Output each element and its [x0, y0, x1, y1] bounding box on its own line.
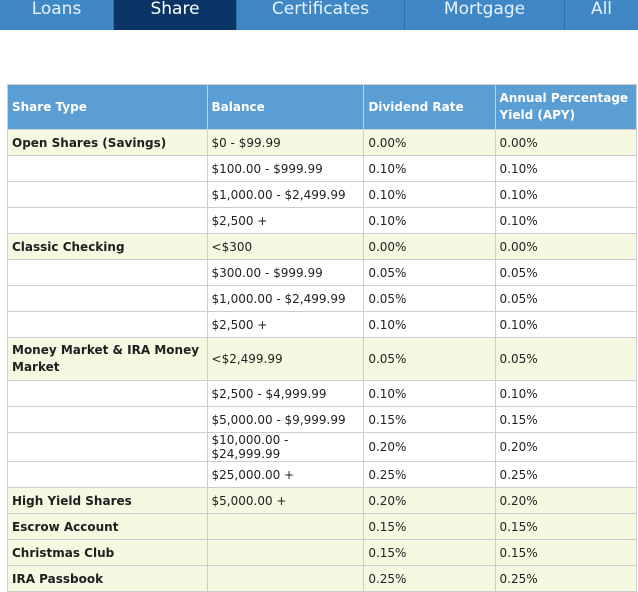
- balance-cell: $1,000.00 - $2,499.99: [206, 285, 365, 312]
- share-type-cell: Open Shares (Savings): [7, 129, 208, 156]
- share-type-cell: [7, 181, 208, 208]
- share-rates-table: Share Type Balance Dividend Rate Annual …: [7, 84, 638, 592]
- dividend-rate-cell: 0.05%: [363, 285, 496, 312]
- dividend-rate-cell: 0.15%: [363, 513, 496, 540]
- apy-cell: 0.15%: [494, 539, 638, 566]
- table-row: $2,500 + 0.10% 0.10%: [7, 311, 638, 338]
- dividend-rate-cell: 0.20%: [363, 432, 496, 462]
- share-type-cell: [7, 311, 208, 338]
- share-type-cell: [7, 207, 208, 234]
- dividend-rate-cell: 0.05%: [363, 259, 496, 286]
- rate-tab-bar: Loans Share Certificates Mortgage All: [0, 0, 638, 30]
- apy-cell: 0.20%: [494, 487, 638, 514]
- dividend-rate-cell: 0.10%: [363, 380, 496, 407]
- dividend-rate-cell: 0.10%: [363, 181, 496, 208]
- dividend-rate-cell: 0.10%: [363, 155, 496, 182]
- balance-cell: <$300: [206, 233, 365, 260]
- balance-cell: $300.00 - $999.99: [206, 259, 365, 286]
- table-row: IRA Passbook 0.25% 0.25%: [7, 565, 638, 592]
- apy-cell: 0.00%: [494, 129, 638, 156]
- share-type-cell: Escrow Account: [7, 513, 208, 540]
- apy-cell: 0.15%: [494, 513, 638, 540]
- apy-cell: 0.20%: [494, 432, 638, 462]
- header-share-type: Share Type: [7, 84, 208, 130]
- table-row: $10,000.00 - $24,999.99 0.20% 0.20%: [7, 432, 638, 462]
- table-row: $300.00 - $999.99 0.05% 0.05%: [7, 259, 638, 286]
- balance-cell: $5,000.00 +: [206, 487, 365, 514]
- table-row: $2,500 - $4,999.99 0.10% 0.10%: [7, 380, 638, 407]
- share-type-cell: [7, 155, 208, 182]
- apy-cell: 0.10%: [494, 311, 638, 338]
- dividend-rate-cell: 0.15%: [363, 539, 496, 566]
- tab-mortgage[interactable]: Mortgage: [405, 0, 565, 30]
- header-balance: Balance: [206, 84, 365, 130]
- dividend-rate-cell: 0.10%: [363, 311, 496, 338]
- table-row: $100.00 - $999.99 0.10% 0.10%: [7, 155, 638, 182]
- tab-all[interactable]: All: [590, 0, 613, 19]
- dividend-rate-cell: 0.00%: [363, 129, 496, 156]
- dividend-rate-cell: 0.25%: [363, 461, 496, 488]
- balance-cell: $2,500 +: [206, 207, 365, 234]
- dividend-rate-cell: 0.15%: [363, 406, 496, 433]
- share-type-cell: Christmas Club: [7, 539, 208, 566]
- share-type-cell: High Yield Shares: [7, 487, 208, 514]
- share-type-cell: [7, 432, 208, 462]
- table-row: Open Shares (Savings) $0 - $99.99 0.00% …: [7, 129, 638, 156]
- balance-cell: [206, 539, 365, 566]
- balance-cell: <$2,499.99: [206, 337, 365, 381]
- header-dividend-rate: Dividend Rate: [363, 84, 496, 130]
- table-row: $25,000.00 + 0.25% 0.25%: [7, 461, 638, 488]
- dividend-rate-cell: 0.00%: [363, 233, 496, 260]
- table-row: $1,000.00 - $2,499.99 0.10% 0.10%: [7, 181, 638, 208]
- table-row: Classic Checking <$300 0.00% 0.00%: [7, 233, 638, 260]
- tab-certificates[interactable]: Certificates: [237, 0, 405, 30]
- table-row: $5,000.00 - $9,999.99 0.15% 0.15%: [7, 406, 638, 433]
- balance-cell: $2,500 +: [206, 311, 365, 338]
- table-row: $1,000.00 - $2,499.99 0.05% 0.05%: [7, 285, 638, 312]
- apy-cell: 0.15%: [494, 406, 638, 433]
- share-type-cell: Money Market & IRA Money Market: [7, 337, 208, 381]
- apy-cell: 0.10%: [494, 207, 638, 234]
- tab-loans[interactable]: Loans: [0, 0, 114, 30]
- apy-cell: 0.10%: [494, 181, 638, 208]
- share-type-cell: IRA Passbook: [7, 565, 208, 592]
- table-row: High Yield Shares $5,000.00 + 0.20% 0.20…: [7, 487, 638, 514]
- table-row: $2,500 + 0.10% 0.10%: [7, 207, 638, 234]
- dividend-rate-cell: 0.25%: [363, 565, 496, 592]
- balance-cell: $2,500 - $4,999.99: [206, 380, 365, 407]
- balance-cell: $0 - $99.99: [206, 129, 365, 156]
- apy-cell: 0.05%: [494, 259, 638, 286]
- apy-cell: 0.05%: [494, 285, 638, 312]
- balance-cell: $100.00 - $999.99: [206, 155, 365, 182]
- balance-cell: [206, 565, 365, 592]
- table-row: Escrow Account 0.15% 0.15%: [7, 513, 638, 540]
- dividend-rate-cell: 0.20%: [363, 487, 496, 514]
- table-header-row: Share Type Balance Dividend Rate Annual …: [7, 84, 638, 130]
- apy-cell: 0.05%: [494, 337, 638, 381]
- apy-cell: 0.10%: [494, 155, 638, 182]
- balance-cell: $1,000.00 - $2,499.99: [206, 181, 365, 208]
- share-type-cell: [7, 406, 208, 433]
- table-row: Christmas Club 0.15% 0.15%: [7, 539, 638, 566]
- header-apy: Annual Percentage Yield (APY): [494, 84, 638, 130]
- balance-cell: $5,000.00 - $9,999.99: [206, 406, 365, 433]
- dividend-rate-cell: 0.10%: [363, 207, 496, 234]
- balance-cell: $25,000.00 +: [206, 461, 365, 488]
- apy-cell: 0.10%: [494, 380, 638, 407]
- share-type-cell: [7, 380, 208, 407]
- tab-share[interactable]: Share: [114, 0, 237, 30]
- share-type-cell: [7, 285, 208, 312]
- table-row: Money Market & IRA Money Market <$2,499.…: [7, 337, 638, 381]
- share-type-cell: Classic Checking: [7, 233, 208, 260]
- balance-cell: [206, 513, 365, 540]
- apy-cell: 0.25%: [494, 565, 638, 592]
- balance-cell: $10,000.00 - $24,999.99: [206, 432, 365, 462]
- apy-cell: 0.25%: [494, 461, 638, 488]
- share-type-cell: [7, 461, 208, 488]
- share-type-cell: [7, 259, 208, 286]
- dividend-rate-cell: 0.05%: [363, 337, 496, 381]
- apy-cell: 0.00%: [494, 233, 638, 260]
